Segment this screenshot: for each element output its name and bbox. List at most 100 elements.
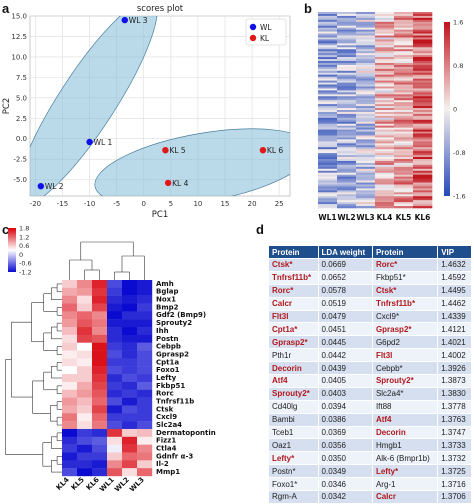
legend-marker <box>249 23 257 31</box>
heat-cell <box>107 287 123 296</box>
heat-cell <box>356 96 376 99</box>
heat-cell <box>413 119 433 123</box>
heat-cell <box>337 80 357 83</box>
heat-cell <box>413 55 433 58</box>
heat-cell <box>375 12 395 15</box>
heat-cell <box>394 62 414 66</box>
heat-cell <box>318 23 338 27</box>
heat-cell <box>413 110 433 113</box>
heat-cell <box>356 127 376 130</box>
heat-cell <box>394 47 414 50</box>
heat-cell <box>356 180 376 183</box>
heat-cell <box>122 389 138 398</box>
heat-cell <box>375 198 395 201</box>
heat-cell <box>318 206 338 209</box>
heat-cell <box>375 41 395 44</box>
heat-cell <box>394 23 414 27</box>
heat-cell <box>337 82 357 85</box>
table-cell: 1.4462 <box>437 296 472 311</box>
heat-cell <box>394 186 414 189</box>
heat-cell <box>356 33 376 36</box>
protein-table: Protein LDA weight Protein VIP Ctsk* 0.0669 R… <box>268 245 472 504</box>
heat-cell <box>356 23 376 27</box>
heat-cell <box>318 119 338 123</box>
heat-cell <box>375 159 395 162</box>
heat-cell <box>62 280 78 289</box>
colorbar-tick: 0.8 <box>453 62 463 70</box>
heat-cell <box>375 196 395 199</box>
table-row: Postn* 0.0349 Lefty* 1.3725 <box>268 464 472 479</box>
heat-cell <box>356 194 376 197</box>
heat-cell <box>375 39 395 42</box>
heat-cell <box>356 27 376 30</box>
table-row: Rorc* 0.0578 Ctsk* 1.4495 <box>268 283 472 298</box>
heat-cell <box>337 192 357 195</box>
heat-cell <box>318 88 338 91</box>
heat-cell <box>337 186 357 189</box>
heat-cell <box>356 72 376 76</box>
heat-cell <box>413 153 433 156</box>
heat-cell <box>137 444 153 453</box>
heat-cell <box>137 374 153 383</box>
heat-cell <box>337 96 357 99</box>
heat-cell <box>337 125 357 128</box>
row-label: Gprasp2 <box>156 350 189 358</box>
heat-cell <box>394 200 414 203</box>
heat-cell <box>122 436 138 445</box>
heat-cell <box>337 12 357 15</box>
table-cell: 1.3778 <box>437 399 472 414</box>
heat-cell <box>356 151 376 154</box>
table-row: Atf4 0.0405 Sprouty2* 1.3873 <box>268 374 472 388</box>
heat-cell <box>375 129 395 132</box>
data-point <box>121 16 128 24</box>
heat-cell <box>356 125 376 128</box>
heat-cell <box>413 151 433 154</box>
heat-cell <box>356 43 376 46</box>
heat-cell <box>318 25 338 28</box>
heat-cell <box>62 428 78 437</box>
heat-cell <box>375 104 395 107</box>
heat-cell <box>62 381 78 390</box>
heat-cell <box>337 155 357 158</box>
table-cell: Tnfrsf11b* <box>371 296 439 311</box>
heat-cell <box>394 78 414 81</box>
heat-cell <box>413 145 433 148</box>
heat-cell <box>413 196 433 199</box>
heat-cell <box>318 68 338 72</box>
heat-cell <box>375 15 395 19</box>
heat-cell <box>92 428 108 437</box>
heat-cell <box>356 184 376 187</box>
heat-cell <box>413 72 433 76</box>
heat-cell <box>337 145 357 148</box>
heat-cell <box>375 100 395 103</box>
kl-confidence-ellipse <box>94 128 290 196</box>
heat-cell <box>413 84 433 87</box>
heat-cell <box>318 143 338 146</box>
heat-cell <box>77 358 93 367</box>
heat-cell <box>318 180 338 183</box>
heat-cell <box>394 155 414 158</box>
heat-cell <box>337 113 357 117</box>
table-cell: 1.3725 <box>437 464 472 479</box>
heat-cell <box>413 88 433 91</box>
heat-cell <box>122 374 138 383</box>
heat-cell <box>318 72 338 76</box>
heat-cell <box>375 45 395 48</box>
heat-cell <box>337 149 357 152</box>
heat-cell <box>356 206 376 209</box>
heat-cell <box>107 350 123 359</box>
heat-cell <box>122 421 138 430</box>
heat-cell <box>413 194 433 197</box>
heat-cell <box>107 358 123 367</box>
heat-cell <box>318 19 338 23</box>
heat-cell <box>356 102 376 105</box>
heat-cell <box>107 295 123 304</box>
colorbar-tick: 0 <box>453 106 457 114</box>
heat-cell <box>77 397 93 406</box>
heat-cell <box>375 80 395 83</box>
heat-cell <box>337 174 357 177</box>
heat-cell <box>318 141 338 144</box>
table-cell: Oaz1 <box>268 438 319 453</box>
heat-cell <box>375 61 395 64</box>
table-cell: Tnfrsf11b* <box>268 270 319 285</box>
